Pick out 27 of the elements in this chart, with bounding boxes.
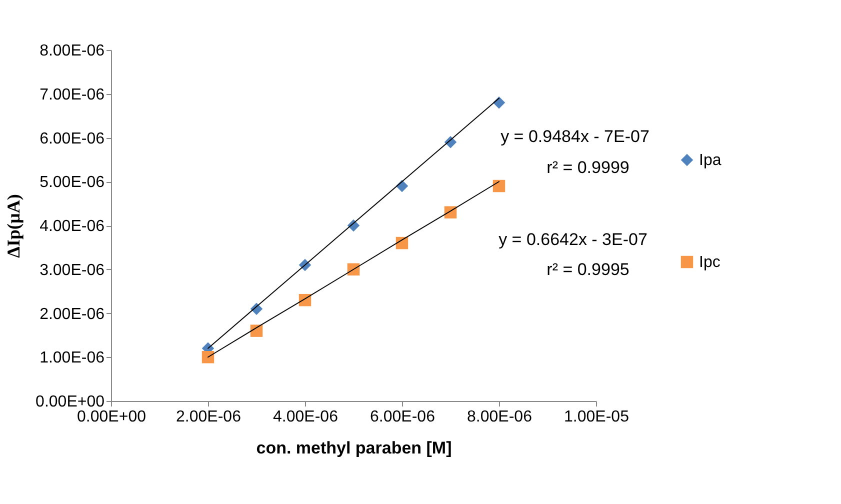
x-tick-label: 4.00E-06 (273, 408, 338, 426)
x-tick-label: 6.00E-06 (370, 408, 436, 426)
point (202, 351, 214, 364)
y-tick-label: 2.00E-06 (40, 306, 105, 323)
y-tick-label: 7.00E-06 (40, 86, 105, 104)
legend-label: Ipa (699, 152, 722, 169)
x-tick-label: 8.00E-06 (467, 408, 532, 426)
x-tick-label: 1.00E-05 (564, 408, 630, 426)
x-tick-label: 2.00E-06 (176, 408, 242, 426)
x-tick-label: 0.00E+00 (77, 408, 146, 426)
annotation: y = 0.9484x - 7E-07 (500, 127, 650, 146)
y-tick-label: 6.00E-06 (40, 130, 105, 148)
point (250, 324, 263, 337)
y-tick-label: 4.00E-06 (40, 218, 105, 235)
point (444, 206, 457, 218)
annotation: y = 0.6642x - 3E-07 (498, 230, 648, 249)
y-tick-label: 5.00E-06 (40, 174, 105, 192)
legend-label: Ipc (699, 254, 720, 271)
annotation: r² = 0.9995 (546, 260, 630, 279)
y-axis-title: ΔIp(µA) (4, 194, 24, 258)
annotation: r² = 0.9999 (546, 158, 630, 177)
point (492, 180, 506, 192)
y-tick-label: 0.00E+00 (36, 394, 105, 410)
y-tick-label: 8.00E-06 (40, 42, 105, 60)
y-tick-label: 3.00E-06 (40, 262, 105, 279)
x-axis-title: con. methyl paraben [M] (256, 438, 452, 458)
y-tick-label: 1.00E-06 (40, 350, 105, 367)
